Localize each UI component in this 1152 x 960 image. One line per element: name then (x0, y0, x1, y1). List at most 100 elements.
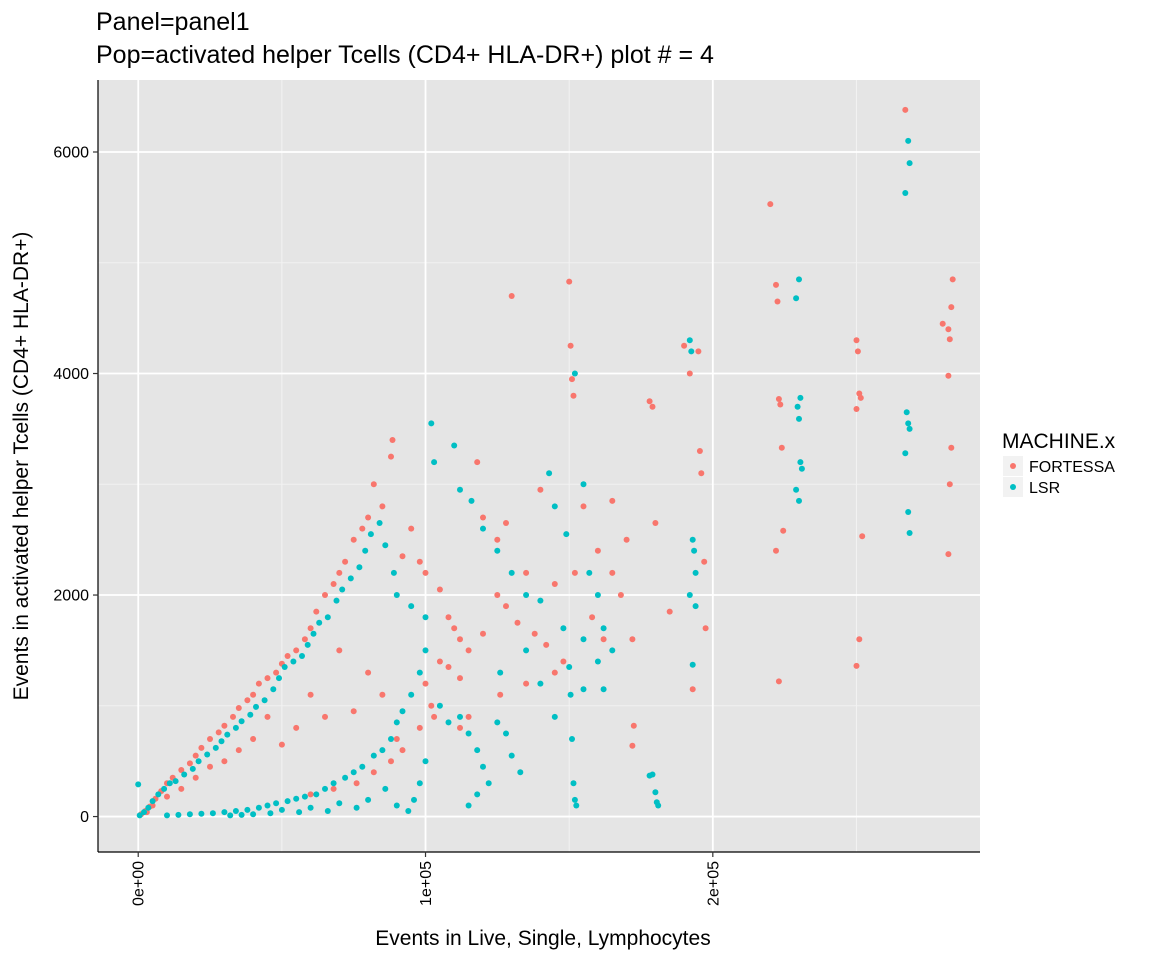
data-point-lsr (189, 765, 196, 772)
data-point-lsr (336, 800, 343, 807)
data-point-fortessa (594, 547, 601, 554)
data-point-fortessa (350, 708, 357, 715)
data-point-lsr (457, 713, 463, 720)
data-point-fortessa (379, 691, 386, 698)
data-point-fortessa (322, 713, 328, 720)
data-point-fortessa (307, 625, 314, 632)
data-point-lsr (232, 808, 239, 814)
data-point-fortessa (207, 763, 213, 770)
data-point-fortessa (567, 342, 574, 349)
legend-label-lsr: LSR (1029, 480, 1060, 497)
data-point-fortessa (698, 470, 705, 477)
data-point-lsr (273, 800, 280, 807)
data-point-lsr (798, 465, 805, 472)
legend: MACHINE.x FORTESSA LSR (1002, 430, 1116, 497)
data-point-lsr (480, 525, 486, 532)
data-point-lsr (503, 730, 509, 737)
data-point-lsr (903, 409, 910, 416)
data-point-lsr (310, 630, 317, 637)
data-point-fortessa (353, 780, 360, 787)
data-point-lsr (793, 295, 800, 302)
data-point-fortessa (580, 503, 587, 510)
data-point-fortessa (617, 592, 624, 598)
data-point-lsr (422, 647, 429, 654)
data-point-lsr (342, 774, 349, 781)
data-point-fortessa (780, 527, 787, 534)
data-point-lsr (416, 669, 423, 676)
data-point-fortessa (503, 520, 509, 526)
data-point-fortessa (370, 481, 377, 488)
data-point-fortessa (416, 724, 423, 731)
data-point-lsr (906, 425, 913, 432)
data-point-lsr (688, 348, 695, 355)
data-point-lsr (408, 603, 415, 610)
data-point-fortessa (857, 394, 864, 401)
data-point-fortessa (235, 705, 242, 711)
data-point-fortessa (777, 401, 784, 408)
data-point-fortessa (322, 592, 328, 598)
data-point-lsr (244, 806, 251, 813)
data-point-lsr (494, 547, 501, 554)
data-point-lsr (255, 804, 262, 811)
data-point-lsr (793, 486, 800, 493)
data-point-lsr (365, 796, 372, 803)
data-point-fortessa (629, 636, 636, 643)
data-point-lsr (580, 481, 587, 488)
data-point-lsr (570, 780, 577, 787)
data-point-lsr (537, 680, 544, 687)
data-point-fortessa (198, 744, 205, 751)
data-point-fortessa (523, 569, 530, 576)
data-point-lsr (362, 547, 369, 554)
data-point-fortessa (301, 636, 308, 643)
data-point-lsr (379, 747, 386, 754)
data-point-fortessa (207, 736, 213, 742)
y-axis-title: Events in activated helper Tcells (CD4+ … (10, 232, 33, 701)
data-point-lsr (436, 702, 443, 709)
data-point-fortessa (436, 658, 443, 665)
data-point-fortessa (313, 608, 320, 615)
data-point-fortessa (681, 342, 688, 349)
data-point-lsr (692, 603, 699, 610)
data-point-lsr (316, 619, 323, 626)
data-point-fortessa (949, 276, 956, 283)
data-point-lsr (689, 536, 696, 543)
data-point-lsr (367, 531, 374, 538)
data-point-fortessa (178, 785, 185, 792)
data-point-fortessa (701, 558, 708, 565)
data-point-lsr (563, 531, 570, 538)
data-point-fortessa (244, 697, 251, 704)
data-point-fortessa (946, 336, 953, 343)
data-point-lsr (906, 530, 913, 536)
data-point-lsr (567, 691, 574, 698)
data-point-fortessa (523, 680, 530, 687)
data-point-lsr (382, 542, 389, 549)
data-point-lsr (408, 691, 415, 698)
data-point-fortessa (609, 569, 616, 576)
data-point-fortessa (508, 293, 515, 299)
data-point-lsr (537, 597, 544, 604)
data-point-lsr (794, 403, 801, 410)
data-point-fortessa (336, 647, 343, 654)
data-point-fortessa (350, 536, 357, 543)
data-point-fortessa (566, 278, 573, 285)
data-point-lsr (209, 810, 216, 817)
data-point-fortessa (480, 630, 486, 637)
data-point-lsr (797, 394, 804, 401)
data-point-lsr (198, 810, 205, 817)
data-point-lsr (333, 597, 340, 604)
data-point-fortessa (570, 392, 577, 399)
data-point-lsr (551, 503, 558, 510)
data-point-fortessa (465, 647, 472, 654)
data-point-fortessa (370, 769, 377, 776)
data-point-fortessa (178, 767, 185, 773)
data-point-lsr (290, 658, 297, 665)
data-point-fortessa (543, 641, 550, 648)
data-point-fortessa (853, 337, 860, 344)
data-point-fortessa (480, 514, 486, 521)
data-point-fortessa (388, 453, 394, 460)
data-point-lsr (149, 798, 156, 805)
data-point-lsr (523, 647, 530, 654)
data-point-fortessa (465, 713, 472, 720)
data-point-lsr (186, 811, 193, 818)
data-point-fortessa (307, 691, 314, 698)
